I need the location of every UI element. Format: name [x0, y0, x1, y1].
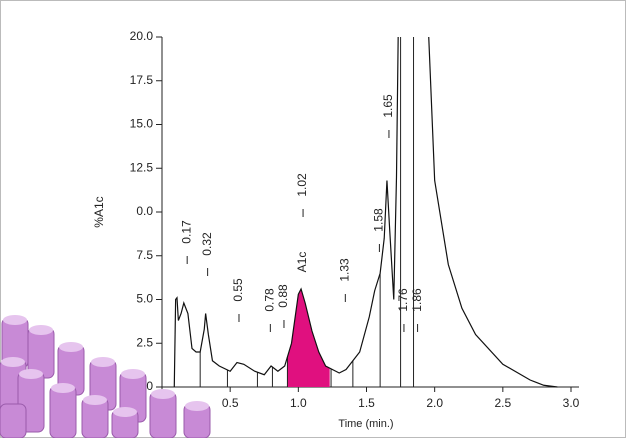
y-tick-label: 17.5	[130, 73, 154, 87]
peak-label: 1.86	[410, 288, 424, 312]
y-tick-label: 15.0	[130, 117, 154, 131]
line	[173, 37, 558, 388]
peak-area	[287, 289, 330, 387]
tube-photo	[0, 315, 211, 439]
plot-area	[173, 37, 558, 388]
x-tick-label: 1.5	[358, 396, 375, 410]
y-tick-label: 2.5	[136, 335, 153, 349]
y-tick-label: 20.0	[130, 29, 154, 43]
peak-label: 0.32	[200, 232, 214, 256]
y-tick-label: 5.0	[136, 292, 153, 306]
x-tick-label: 2.0	[426, 396, 443, 410]
x-tick-label: 0.5	[222, 396, 239, 410]
x-tick-label: 1.0	[290, 396, 307, 410]
peak-label: 0.17	[179, 220, 193, 244]
peak-label: 0.55	[231, 278, 245, 302]
y-tick-label: 12.5	[130, 160, 154, 174]
y-tick-label: 0.0	[136, 204, 153, 218]
peak-label: 1.65	[381, 94, 395, 118]
peak-label: 1.33	[337, 258, 351, 282]
x-axis-label: Time (min.)	[338, 418, 393, 430]
peak-label: 0.78	[263, 288, 277, 312]
y-tick-label: 7.5	[136, 248, 153, 262]
y-tick-label: 0	[146, 379, 153, 393]
plot: 02.55.07.50.012.515.017.520.00.00.51.01.…	[130, 29, 580, 410]
y-axis-label: %A1c	[92, 196, 106, 227]
peak-label: 0.88	[276, 284, 290, 308]
x-tick-label: 2.5	[494, 396, 511, 410]
peak-name: A1c	[295, 252, 309, 273]
peak-label: 1.02	[295, 173, 309, 197]
peak-label: 1.76	[396, 288, 410, 312]
peak-label: 1.58	[372, 208, 386, 232]
x-tick-label: 3.0	[563, 396, 580, 410]
